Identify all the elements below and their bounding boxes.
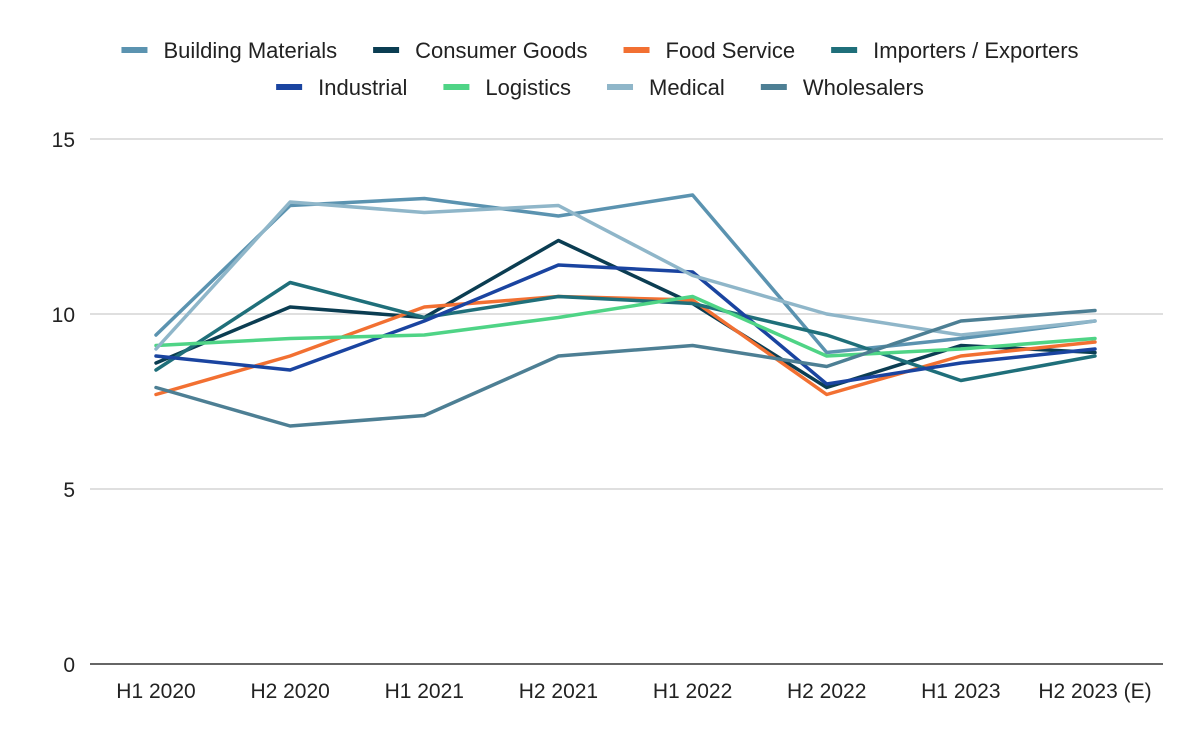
x-tick-label: H1 2021 — [385, 680, 464, 703]
y-tick-label: 15 — [52, 129, 75, 152]
series-line-importers-exporters — [154, 280, 1097, 383]
x-tick-label: H1 2022 — [653, 680, 732, 703]
x-tick-label: H1 2020 — [116, 680, 195, 703]
legend: Building Materials Consumer Goods Food Ser… — [121, 38, 1079, 100]
x-tick-label: H1 2023 — [921, 680, 1000, 703]
y-tick-label: 5 — [63, 479, 75, 502]
legend-label-industrial: Industrial — [318, 75, 407, 100]
series-line-medical — [154, 200, 1097, 351]
x-tick-label: H2 2022 — [787, 680, 866, 703]
y-tick-label: 0 — [63, 654, 75, 677]
series-line-industrial — [154, 263, 1097, 386]
x-tick-label: H2 2023 (E) — [1038, 680, 1151, 703]
series-line-consumer-goods — [154, 238, 1097, 390]
x-tick-label: H2 2021 — [519, 680, 598, 703]
plot-area — [154, 193, 1097, 428]
legend-label-importers-exporters: Importers / Exporters — [873, 38, 1078, 63]
legend-label-food-service: Food Service — [666, 38, 796, 63]
y-axis: 0 5 10 15 — [52, 129, 1163, 677]
legend-label-logistics: Logistics — [485, 75, 571, 100]
x-tick-label: H2 2020 — [250, 680, 329, 703]
gridlines — [90, 138, 1163, 490]
legend-label-consumer-goods: Consumer Goods — [415, 38, 587, 63]
legend-label-wholesalers: Wholesalers — [803, 75, 924, 100]
series-line-wholesalers — [154, 308, 1097, 428]
series-line-logistics — [154, 294, 1097, 358]
x-axis: H1 2020 H2 2020 H1 2021 H2 2021 H1 2022 H2 20… — [116, 680, 1151, 703]
legend-label-medical: Medical — [649, 75, 725, 100]
y-tick-label: 10 — [52, 304, 75, 327]
legend-label-building-materials: Building Materials — [163, 38, 337, 63]
